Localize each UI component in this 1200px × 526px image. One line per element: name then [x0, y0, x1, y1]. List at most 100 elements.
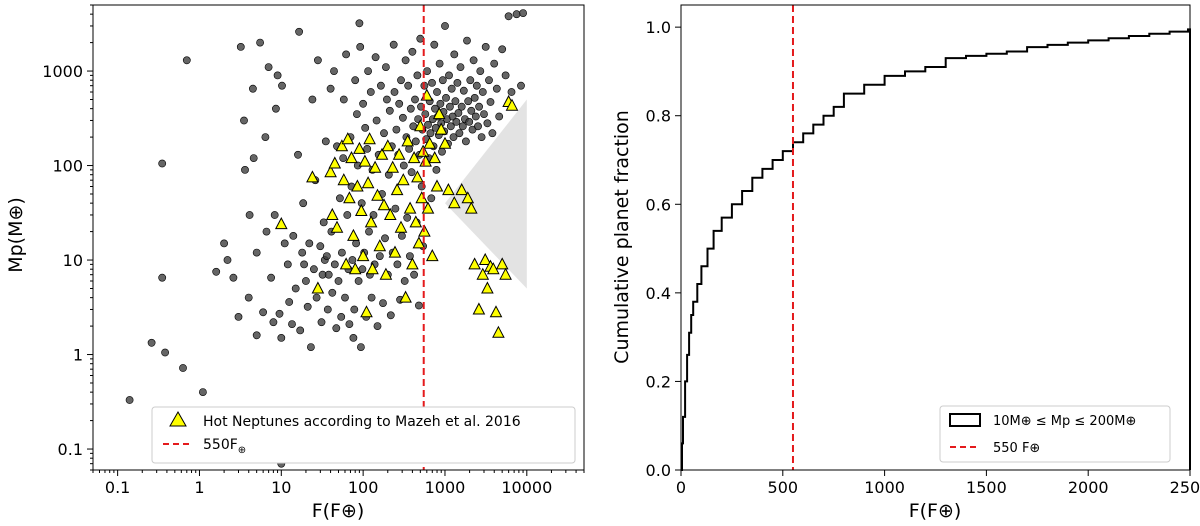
scatter-point: [512, 10, 521, 19]
triangle-point: [364, 215, 378, 228]
scatter-point: [405, 252, 414, 260]
triangle-point: [390, 183, 404, 196]
scatter-point: [309, 265, 318, 274]
scatter-point: [229, 273, 238, 282]
triangle-point: [409, 215, 423, 228]
scatter-point: [305, 239, 314, 248]
scatter-point: [397, 76, 405, 85]
scatter-point: [335, 194, 344, 203]
legend-vline-label-sub: ⊕: [238, 445, 246, 456]
triangle-point: [423, 136, 437, 149]
scatter-point: [466, 76, 475, 85]
triangle-point: [306, 170, 319, 183]
scatter-point: [449, 133, 458, 141]
scatter-point: [278, 81, 286, 90]
x-tick-label: 1: [194, 478, 204, 497]
scatter-point: [179, 364, 187, 372]
triangle-point: [353, 141, 366, 154]
triangle-point: [442, 183, 455, 196]
scatter-point: [321, 137, 330, 146]
scatter-point: [339, 154, 348, 162]
scatter-point: [332, 324, 341, 333]
x-tick-label: 100: [348, 478, 379, 497]
scatter-point: [248, 84, 257, 93]
scatter-point: [471, 112, 480, 121]
triangle-point: [377, 198, 391, 211]
scatter-point: [273, 71, 282, 80]
triangle-point: [381, 139, 395, 152]
scatter-point: [351, 76, 360, 85]
triangle-point: [343, 191, 356, 204]
x-tick-label: 0.1: [105, 478, 130, 497]
scatter-point: [236, 43, 245, 51]
triangle-point: [337, 173, 351, 186]
triangle-point: [335, 139, 349, 152]
scatter-point: [249, 154, 258, 162]
scatter-point: [376, 81, 385, 90]
y-tick-label: 0.4: [646, 284, 671, 303]
right-ylabel: Cumulative planet fraction: [611, 110, 633, 364]
scatter-point: [397, 231, 406, 240]
scatter-point: [481, 43, 490, 51]
scatter-point: [414, 301, 423, 310]
scatter-point: [220, 239, 228, 248]
scatter-point: [354, 277, 363, 285]
scatter-point: [317, 318, 326, 327]
shaded-region: [445, 99, 527, 289]
scatter-point: [245, 211, 254, 219]
scatter-point: [519, 9, 527, 17]
scatter-point: [480, 110, 488, 118]
scatter-point: [465, 118, 474, 126]
scatter-point: [299, 199, 308, 208]
scatter-point: [391, 204, 400, 213]
scatter-point: [467, 106, 476, 115]
x-tick-label: 1500: [966, 478, 1007, 497]
cumulative-step: [681, 28, 1191, 471]
triangle-point: [363, 132, 376, 145]
scatter-point: [234, 312, 243, 321]
scatter-point: [372, 116, 381, 125]
right-legend-box: [939, 405, 1171, 463]
scatter-point: [343, 211, 352, 219]
scatter-point: [381, 234, 389, 243]
triangle-point: [341, 132, 355, 145]
scatter-point: [275, 309, 284, 318]
scatter-point: [450, 50, 459, 59]
scatter-point: [322, 252, 331, 260]
scatter-point: [256, 38, 264, 47]
triangle-point: [438, 136, 452, 149]
scatter-point: [289, 231, 298, 240]
triangle-point: [379, 267, 393, 280]
triangle-point: [324, 165, 337, 178]
y-tick-label: 0.2: [646, 372, 671, 391]
x-tick-label: 10: [271, 478, 291, 497]
scatter-point: [288, 320, 296, 328]
scatter-point: [375, 252, 384, 260]
scatter-point: [259, 308, 267, 317]
triangle-point: [472, 302, 486, 315]
triangle-point: [383, 207, 397, 220]
triangle-point: [394, 220, 408, 233]
scatter-point: [464, 97, 473, 106]
scatter-point: [339, 95, 348, 104]
scatter-point: [454, 109, 463, 117]
y-tick-label: 10: [63, 251, 83, 270]
triangle-point: [392, 147, 406, 160]
scatter-point: [504, 12, 513, 21]
scatter-point: [442, 94, 450, 102]
scatter-point: [348, 256, 357, 264]
triangle-point: [375, 147, 389, 160]
scatter-point: [252, 248, 261, 257]
scatter-point: [337, 248, 346, 257]
triangle-point: [411, 170, 424, 183]
triangle-point: [432, 107, 446, 120]
triangle-point: [368, 160, 382, 173]
triangle-point: [366, 262, 379, 275]
triangle-point: [361, 176, 375, 189]
scatter-point: [483, 119, 492, 128]
triangle-point: [461, 191, 475, 204]
scatter-point: [361, 124, 370, 132]
scatter-point: [342, 50, 350, 59]
scatter-point: [366, 88, 375, 96]
